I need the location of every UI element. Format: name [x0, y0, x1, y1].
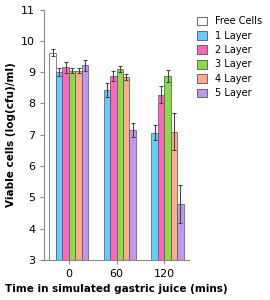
Bar	[117, 69, 123, 260]
Bar	[75, 70, 82, 260]
Bar	[151, 133, 158, 260]
Bar	[177, 204, 184, 260]
Bar	[110, 76, 117, 260]
Bar	[158, 95, 164, 260]
X-axis label: Time in simulated gastric juice (mins): Time in simulated gastric juice (mins)	[5, 284, 228, 294]
Y-axis label: Viable cells (log(cfu)/ml): Viable cells (log(cfu)/ml)	[6, 62, 16, 207]
Bar	[56, 72, 62, 260]
Bar	[123, 77, 130, 260]
Bar	[104, 90, 110, 260]
Bar	[164, 76, 171, 260]
Bar	[171, 132, 177, 260]
Bar	[62, 68, 69, 260]
Bar	[82, 65, 88, 260]
Bar	[130, 130, 136, 260]
Legend: Free Cells, 1 Layer, 2 Layer, 3 Layer, 4 Layer, 5 Layer: Free Cells, 1 Layer, 2 Layer, 3 Layer, 4…	[195, 14, 264, 100]
Bar	[49, 53, 56, 260]
Bar	[69, 70, 75, 260]
